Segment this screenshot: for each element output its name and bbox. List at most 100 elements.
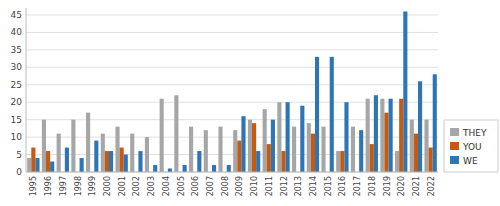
bar xyxy=(292,127,296,172)
bar xyxy=(256,151,260,172)
bar xyxy=(248,120,252,172)
x-tick-label: 2022 xyxy=(427,176,436,196)
y-tick-label: 30 xyxy=(11,62,23,72)
bar xyxy=(267,144,271,172)
bar xyxy=(340,151,344,172)
bar xyxy=(168,169,172,172)
x-tick-label: 1999 xyxy=(88,176,97,196)
x-tick-label: 2004 xyxy=(162,176,171,196)
y-tick-label: 45 xyxy=(11,10,22,20)
bar xyxy=(35,158,39,172)
bar xyxy=(109,151,113,172)
x-tick-label: 2021 xyxy=(412,176,421,196)
bar xyxy=(237,141,241,172)
x-tick-label: 2011 xyxy=(265,176,274,196)
bar xyxy=(389,99,393,172)
y-tick-label: 5 xyxy=(16,150,22,160)
legend-swatch xyxy=(450,128,459,136)
legend: THEYYOUWE xyxy=(444,120,498,172)
x-tick-label: 2000 xyxy=(103,176,112,196)
y-tick-label: 20 xyxy=(11,97,23,107)
bar xyxy=(124,155,128,172)
bar xyxy=(351,127,355,172)
bar xyxy=(227,165,231,172)
bar xyxy=(418,81,422,172)
x-tick-label: 2020 xyxy=(397,176,406,196)
bar xyxy=(50,162,54,172)
bar xyxy=(370,144,374,172)
y-tick-label: 0 xyxy=(16,167,22,177)
bar xyxy=(120,148,124,172)
grid-line xyxy=(26,32,438,33)
x-tick-label: 2016 xyxy=(338,176,347,196)
y-tick-label: 25 xyxy=(11,80,22,90)
bar xyxy=(281,151,285,172)
bar xyxy=(286,102,290,172)
chart-container: 0510152025303540451995199619971998199920… xyxy=(0,0,500,206)
x-tick-label: 2010 xyxy=(250,176,259,196)
bar xyxy=(399,99,403,172)
bar xyxy=(197,151,201,172)
bar xyxy=(80,158,84,172)
bar xyxy=(233,130,237,172)
bar xyxy=(277,102,281,172)
bar xyxy=(174,95,178,172)
bar xyxy=(380,99,384,172)
y-tick-label: 10 xyxy=(11,132,23,142)
bar xyxy=(311,134,315,172)
x-tick-label: 2006 xyxy=(191,176,200,196)
x-tick-label: 2007 xyxy=(206,176,215,196)
bar xyxy=(105,151,109,172)
x-tick-label: 2002 xyxy=(132,176,141,196)
x-tick-label: 1998 xyxy=(74,176,83,196)
x-tick-label: 2018 xyxy=(368,176,377,196)
x-tick-label: 2014 xyxy=(309,176,318,196)
bar xyxy=(374,95,378,172)
bar xyxy=(94,141,98,172)
bar xyxy=(395,151,399,172)
bar xyxy=(359,130,363,172)
y-tick-label: 15 xyxy=(11,115,22,125)
bar xyxy=(27,158,31,172)
bars xyxy=(27,11,437,172)
bar xyxy=(46,151,50,172)
x-tick-label: 2013 xyxy=(294,176,303,196)
legend-swatch xyxy=(450,142,459,150)
bar xyxy=(414,134,418,172)
bar xyxy=(366,99,370,172)
bar xyxy=(252,123,256,172)
x-tick-label: 2012 xyxy=(280,176,289,196)
grid-line xyxy=(26,14,438,15)
legend-label: WE xyxy=(463,156,478,166)
bar xyxy=(307,123,311,172)
bar xyxy=(65,148,69,172)
bar xyxy=(130,134,134,172)
bar xyxy=(57,134,61,172)
x-tick-label: 2015 xyxy=(324,176,333,196)
x-tick-label: 1997 xyxy=(59,176,68,196)
bar xyxy=(153,165,157,172)
bar xyxy=(403,11,407,172)
bar xyxy=(160,99,164,172)
bar xyxy=(424,120,428,172)
grid-line xyxy=(26,172,438,173)
bar xyxy=(263,109,267,172)
grid-line xyxy=(26,84,438,85)
bar xyxy=(189,127,193,172)
bar xyxy=(183,165,187,172)
bar xyxy=(330,57,334,172)
bar xyxy=(410,120,414,172)
x-tick-label: 2001 xyxy=(118,176,127,196)
legend-swatch xyxy=(450,156,459,164)
y-axis-line xyxy=(26,8,27,172)
bar xyxy=(433,74,437,172)
bar xyxy=(31,148,35,172)
bar xyxy=(241,116,245,172)
bar xyxy=(315,57,319,172)
bar xyxy=(115,127,119,172)
legend-label: THEY xyxy=(462,128,487,138)
x-tick-label: 1995 xyxy=(29,176,38,196)
x-tick-label: 2003 xyxy=(147,176,156,196)
bar xyxy=(218,127,222,172)
y-tick-label: 35 xyxy=(11,45,22,55)
